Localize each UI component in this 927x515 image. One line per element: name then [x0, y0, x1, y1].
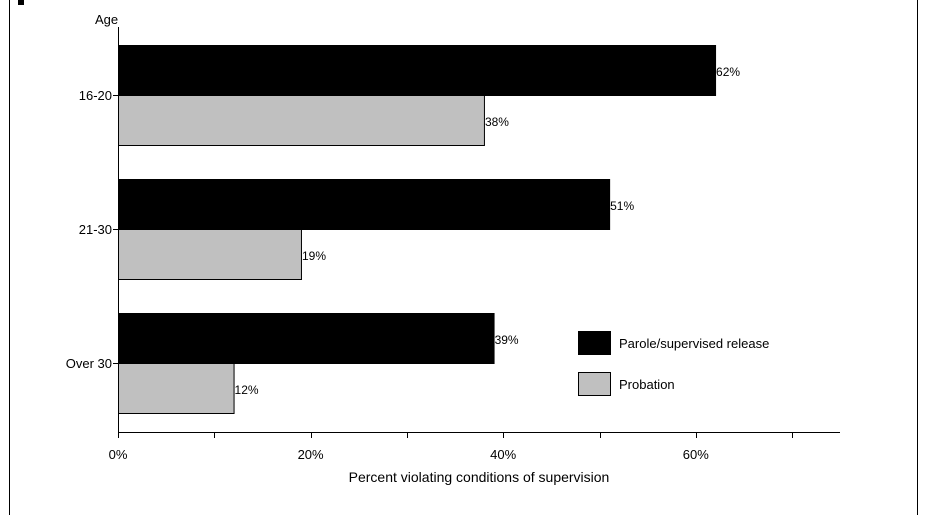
legend-swatch-parole [578, 331, 611, 355]
legend-label-parole: Parole/supervised release [619, 336, 769, 351]
legend-label-probation: Probation [619, 377, 675, 392]
title-fragment [18, 0, 24, 5]
data-label-probation-2: 12% [235, 383, 259, 397]
x-axis-title: Percent violating conditions of supervis… [349, 469, 610, 485]
x-ticks-group: 0% 20% 40% 60% [109, 432, 793, 462]
y-axis-title: Age [95, 12, 118, 27]
bar-parole-0 [118, 45, 717, 96]
x-tick-label-1: 20% [298, 447, 324, 462]
bar-parole-1 [118, 179, 611, 230]
data-label-parole-1: 51% [610, 199, 634, 213]
data-label-parole-0: 62% [716, 65, 740, 79]
category-labels-group: 16-20 21-30 Over 30 [66, 88, 112, 371]
data-label-parole-2: 39% [495, 333, 519, 347]
x-tick-label-2: 40% [490, 447, 516, 462]
x-tick-label-3: 60% [683, 447, 709, 462]
data-labels-group: 62% 38% 51% 19% 39% 12% [235, 65, 741, 397]
legend-swatch-probation [578, 372, 611, 396]
data-label-probation-0: 38% [485, 115, 509, 129]
category-label-0: 16-20 [79, 88, 112, 103]
bars-group [118, 45, 717, 414]
category-label-1: 21-30 [79, 222, 112, 237]
bar-probation-0 [118, 95, 485, 146]
bar-probation-1 [118, 229, 302, 280]
data-label-probation-1: 19% [302, 249, 326, 263]
x-tick-label-0: 0% [109, 447, 128, 462]
y-ticks-group [113, 95, 118, 364]
legend: Parole/supervised release Probation [578, 331, 769, 396]
bar-parole-2 [118, 313, 495, 364]
bar-probation-2 [118, 363, 235, 414]
category-label-2: Over 30 [66, 356, 112, 371]
